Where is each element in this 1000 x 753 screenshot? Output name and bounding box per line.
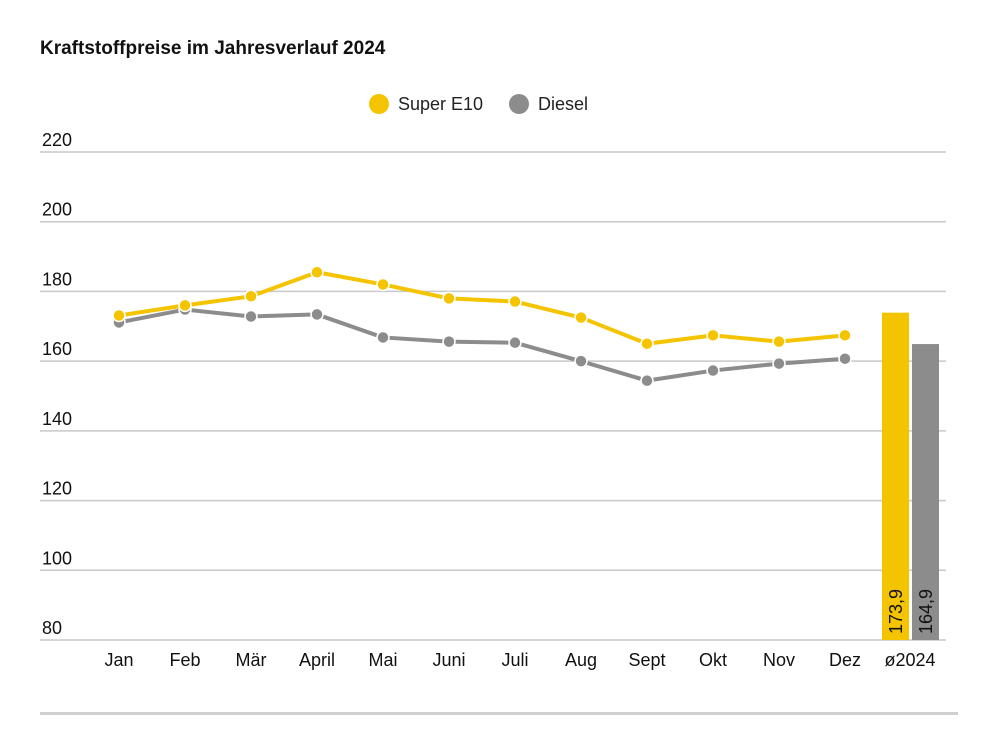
x-tick-label: Feb — [169, 650, 200, 670]
x-tick-label: Juli — [501, 650, 528, 670]
legend-label-super-e10: Super E10 — [398, 94, 483, 114]
data-point — [508, 294, 522, 309]
data-point — [508, 335, 522, 350]
data-point — [376, 277, 390, 292]
data-point — [310, 265, 324, 280]
data-point — [112, 308, 126, 323]
x-tick-label: Sept — [628, 650, 665, 670]
x-tick-label: Dez — [829, 650, 861, 670]
legend-marker-diesel — [509, 94, 529, 114]
y-tick-label: 160 — [42, 339, 72, 359]
y-tick-label: 100 — [42, 548, 72, 568]
data-point — [574, 354, 588, 368]
x-tick-label: April — [299, 650, 335, 670]
data-point — [244, 289, 258, 304]
x-tick-label: Mär — [236, 650, 267, 670]
data-point — [838, 328, 852, 343]
bar-value-label: 164,9 — [916, 589, 936, 634]
series-line-super-e10 — [118, 270, 846, 346]
legend-marker-super-e10 — [369, 94, 389, 114]
data-point — [706, 363, 720, 378]
y-tick-label: 180 — [42, 269, 72, 289]
x-tick-label: Mai — [368, 650, 397, 670]
data-point — [838, 351, 852, 366]
x-tick-label: Nov — [763, 650, 795, 670]
average-bar — [882, 312, 909, 640]
x-tick-label: ø2024 — [884, 650, 935, 670]
data-point — [574, 310, 588, 325]
data-point — [442, 334, 456, 349]
x-tick-label: Okt — [699, 650, 727, 670]
data-point — [376, 330, 390, 345]
data-point — [772, 356, 786, 371]
y-tick-label: 220 — [42, 130, 72, 150]
x-tick-label: Jan — [104, 650, 133, 670]
data-point — [442, 291, 456, 306]
bar-value-label: 173,9 — [886, 589, 906, 634]
x-tick-label: Aug — [565, 650, 597, 670]
x-tick-label: Juni — [432, 650, 465, 670]
average-bar — [912, 344, 939, 640]
legend-label-diesel: Diesel — [538, 94, 588, 114]
data-point — [706, 328, 720, 343]
bottom-divider — [40, 712, 958, 715]
data-point — [640, 336, 654, 351]
data-point — [310, 307, 324, 322]
data-point — [244, 309, 258, 324]
y-tick-label: 120 — [42, 479, 72, 499]
series-line-diesel — [118, 307, 846, 383]
y-tick-label: 200 — [42, 200, 72, 220]
chart-title: Kraftstoffpreise im Jahresverlauf 2024 — [40, 38, 386, 59]
data-point — [640, 373, 654, 388]
data-point — [772, 334, 786, 349]
data-point — [178, 298, 192, 313]
y-tick-label: 80 — [42, 618, 62, 638]
y-tick-label: 140 — [42, 409, 72, 429]
